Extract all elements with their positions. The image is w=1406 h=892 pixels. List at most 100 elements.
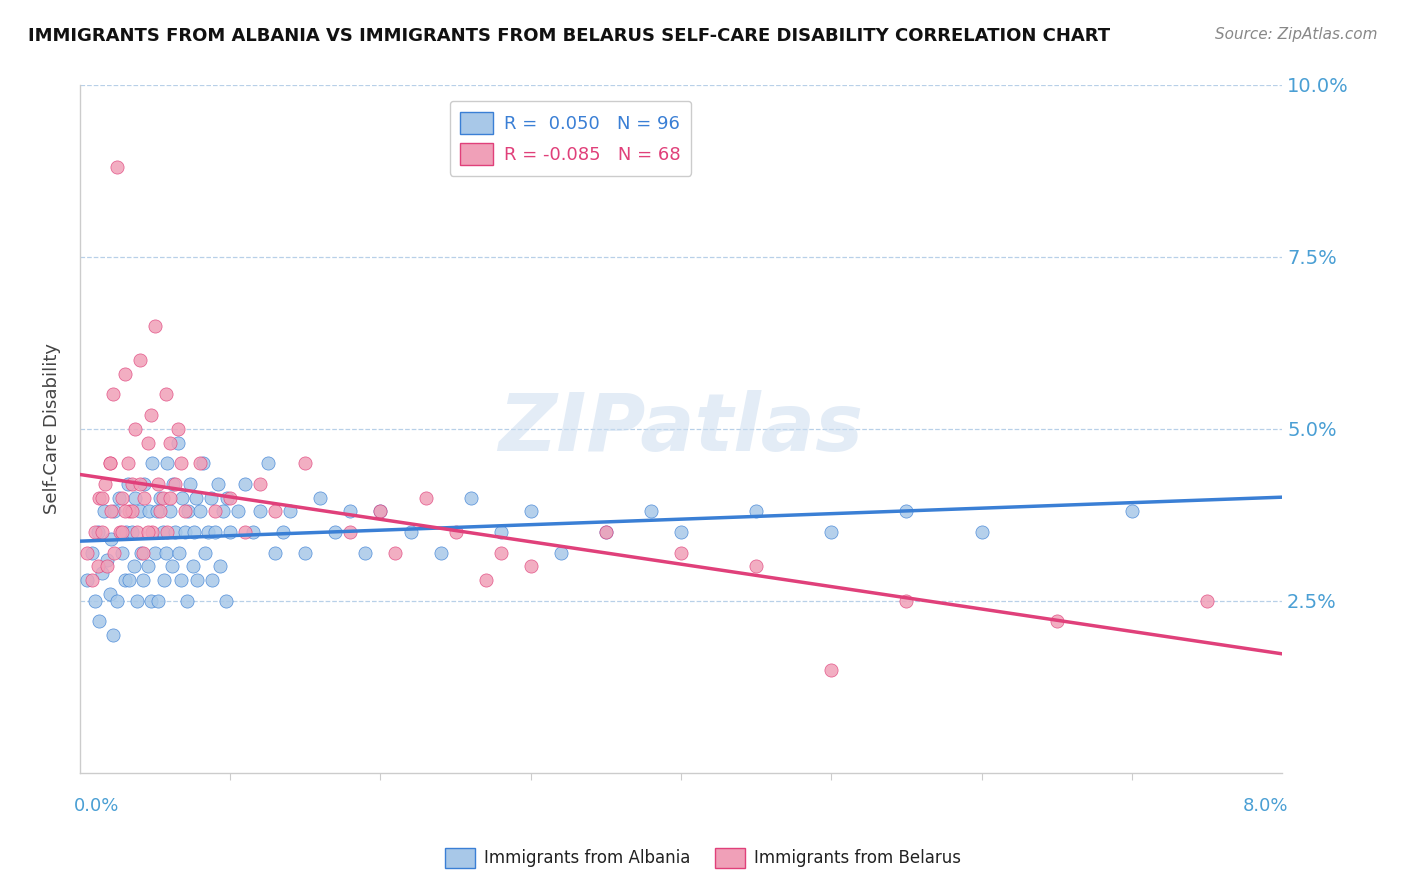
Point (207, 476, 229, 491)
Point (141, 524, 163, 539)
Point (134, 491, 156, 505)
Point (156, 524, 179, 539)
Point (125, 524, 148, 539)
Point (444, 524, 467, 539)
Point (98, 456, 121, 470)
Point (278, 504, 301, 518)
Point (669, 524, 692, 539)
Point (233, 476, 256, 491)
Point (186, 573, 208, 587)
Point (1197, 594, 1219, 608)
Point (167, 546, 190, 560)
Point (141, 456, 163, 470)
Point (354, 546, 377, 560)
Point (176, 594, 198, 608)
Point (271, 524, 294, 539)
Point (181, 559, 204, 574)
Point (132, 573, 155, 587)
Point (89, 491, 111, 505)
Legend: Immigrants from Albania, Immigrants from Belarus: Immigrants from Albania, Immigrants from… (439, 841, 967, 875)
Point (226, 504, 249, 518)
Point (166, 422, 188, 436)
Point (129, 353, 152, 368)
Point (146, 594, 169, 608)
Legend: R =  0.050   N = 96, R = -0.085   N = 68: R = 0.050 N = 96, R = -0.085 N = 68 (450, 101, 692, 176)
Point (219, 491, 242, 505)
Point (384, 546, 406, 560)
Point (211, 504, 233, 518)
Point (153, 573, 176, 587)
Point (256, 456, 278, 470)
Point (264, 546, 287, 560)
Point (264, 504, 287, 518)
Point (309, 491, 332, 505)
Point (204, 524, 226, 539)
Point (121, 476, 143, 491)
Point (1121, 504, 1143, 518)
Point (170, 491, 193, 505)
Point (159, 491, 181, 505)
Point (134, 476, 156, 491)
Point (136, 435, 159, 450)
Point (325, 524, 347, 539)
Point (489, 524, 512, 539)
Point (294, 456, 316, 470)
Point (94, 476, 117, 491)
Point (519, 559, 541, 574)
Point (595, 524, 617, 539)
Point (242, 524, 264, 539)
Point (160, 559, 183, 574)
Point (139, 408, 162, 422)
Point (117, 456, 139, 470)
Point (129, 504, 152, 518)
Point (745, 559, 768, 574)
Point (370, 504, 392, 518)
Text: Source: ZipAtlas.com: Source: ZipAtlas.com (1215, 27, 1378, 42)
Point (103, 546, 125, 560)
Point (101, 387, 124, 401)
Point (201, 573, 224, 587)
Point (136, 524, 159, 539)
Point (83, 524, 105, 539)
Point (640, 504, 662, 518)
Point (159, 435, 181, 450)
Text: IMMIGRANTS FROM ALBANIA VS IMMIGRANTS FROM BELARUS SELF-CARE DISABILITY CORRELAT: IMMIGRANTS FROM ALBANIA VS IMMIGRANTS FR… (28, 27, 1111, 45)
Point (121, 524, 143, 539)
Point (129, 476, 152, 491)
Point (132, 546, 155, 560)
Point (138, 504, 160, 518)
Point (233, 524, 256, 539)
Point (96, 559, 118, 574)
Point (294, 546, 316, 560)
Y-axis label: Self-Care Disability: Self-Care Disability (44, 343, 60, 515)
Point (108, 491, 131, 505)
Point (820, 663, 842, 677)
Point (669, 546, 692, 560)
Point (474, 573, 496, 587)
Point (415, 491, 437, 505)
Point (249, 504, 271, 518)
Point (896, 504, 918, 518)
Point (118, 504, 141, 518)
Point (177, 504, 200, 518)
Point (110, 524, 132, 539)
Point (87, 524, 110, 539)
Point (179, 476, 201, 491)
Point (204, 504, 226, 518)
Point (820, 524, 842, 539)
Point (174, 524, 197, 539)
Point (200, 491, 222, 505)
Point (214, 594, 236, 608)
Text: 8.0%: 8.0% (1243, 797, 1288, 814)
Point (145, 504, 167, 518)
Point (155, 387, 177, 401)
Point (370, 504, 392, 518)
Point (162, 476, 184, 491)
Point (970, 524, 993, 539)
Point (139, 594, 162, 608)
Point (76, 573, 98, 587)
Point (399, 524, 422, 539)
Point (118, 573, 141, 587)
Point (114, 504, 136, 518)
Point (117, 476, 139, 491)
